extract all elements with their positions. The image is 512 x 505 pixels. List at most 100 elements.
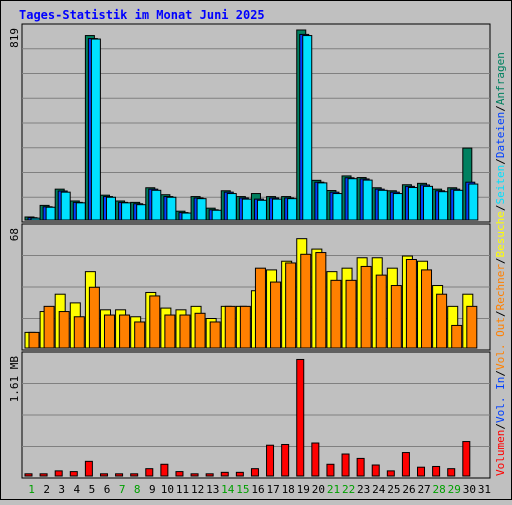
legend-item-seiten: Seiten bbox=[494, 165, 507, 205]
bar-volumen-day-26 bbox=[401, 452, 410, 477]
bar-volumen-day-3 bbox=[54, 470, 63, 477]
legend-item-besuche: Besuche bbox=[494, 211, 507, 257]
bar-seiten-day-5 bbox=[90, 38, 101, 221]
bar-seiten-day-2 bbox=[45, 206, 56, 221]
bar-volumen-day-23 bbox=[356, 457, 365, 477]
bar-rechner-day-16 bbox=[254, 267, 266, 349]
bar-rechner-day-22 bbox=[345, 279, 357, 349]
bar-rechner-day-11 bbox=[179, 314, 191, 349]
x-tick-label-17: 17 bbox=[266, 483, 279, 496]
bar-volumen-day-21 bbox=[326, 463, 335, 477]
bar-seiten-day-7 bbox=[121, 202, 132, 221]
bar-volumen-day-24 bbox=[371, 464, 380, 477]
bar-volumen-day-10 bbox=[160, 463, 169, 477]
x-tick-label-9: 9 bbox=[149, 483, 156, 496]
x-tick-label-1: 1 bbox=[28, 483, 35, 496]
bar-volumen-day-18 bbox=[281, 443, 290, 477]
legend-item-volumen: Volumen bbox=[494, 430, 507, 476]
x-tick-label-4: 4 bbox=[74, 483, 81, 496]
x-tick-label-29: 29 bbox=[448, 483, 461, 496]
bar-rechner-day-12 bbox=[194, 312, 206, 349]
bar-volumen-day-30 bbox=[462, 441, 471, 477]
legend: Volumen/Vol. In/Vol. Out/Rechner/Besuche… bbox=[494, 52, 507, 476]
x-tick-label-22: 22 bbox=[342, 483, 355, 496]
legend-item-vol-out: Vol. Out bbox=[494, 317, 507, 370]
bar-rechner-day-18 bbox=[285, 262, 297, 349]
bar-seiten-day-9 bbox=[151, 189, 162, 221]
x-tick-label-13: 13 bbox=[206, 483, 219, 496]
bar-seiten-day-17 bbox=[272, 198, 283, 221]
bar-seiten-day-15 bbox=[241, 198, 252, 221]
legend-separator: / bbox=[494, 423, 507, 430]
bar-volumen-day-19 bbox=[296, 358, 305, 477]
x-tick-label-10: 10 bbox=[161, 483, 174, 496]
legend-separator: / bbox=[494, 204, 507, 211]
panel-top: 819 bbox=[8, 23, 491, 223]
bar-volumen-day-7 bbox=[115, 473, 124, 477]
legend-separator: / bbox=[494, 105, 507, 112]
bar-rechner-day-17 bbox=[270, 281, 282, 349]
x-tick-label-6: 6 bbox=[104, 483, 111, 496]
bar-seiten-day-25 bbox=[392, 193, 403, 221]
panel-middle-scale-label: 68 bbox=[8, 228, 21, 241]
bar-volumen-day-9 bbox=[145, 468, 154, 477]
bar-rechner-day-30 bbox=[466, 305, 478, 349]
x-tick-label-18: 18 bbox=[282, 483, 295, 496]
bar-seiten-day-19 bbox=[302, 35, 313, 221]
bar-rechner-day-28 bbox=[436, 293, 448, 349]
bar-rechner-day-27 bbox=[421, 269, 433, 349]
panel-bottom: 1.61 MB bbox=[8, 351, 491, 479]
x-tick-label-19: 19 bbox=[297, 483, 310, 496]
bar-seiten-day-13 bbox=[211, 209, 222, 221]
bar-rechner-day-20 bbox=[315, 252, 327, 349]
x-tick-label-20: 20 bbox=[312, 483, 325, 496]
bar-volumen-day-20 bbox=[311, 442, 320, 477]
x-tick-label-8: 8 bbox=[134, 483, 141, 496]
bar-seiten-day-22 bbox=[347, 178, 358, 221]
bar-seiten-day-3 bbox=[60, 191, 71, 221]
bar-volumen-day-12 bbox=[190, 473, 199, 477]
x-tick-label-7: 7 bbox=[119, 483, 126, 496]
bar-rechner-day-29 bbox=[451, 324, 463, 349]
legend-item-dateien: Dateien bbox=[494, 112, 507, 158]
bar-volumen-day-25 bbox=[386, 470, 395, 477]
bar-rechner-day-19 bbox=[300, 253, 312, 349]
bar-seiten-day-30 bbox=[468, 183, 479, 221]
bar-volumen-day-13 bbox=[205, 473, 214, 477]
x-tick-label-26: 26 bbox=[402, 483, 415, 496]
bar-seiten-day-20 bbox=[317, 182, 328, 221]
bar-seiten-day-4 bbox=[75, 202, 86, 221]
bar-volumen-day-28 bbox=[432, 465, 441, 477]
bar-seiten-day-23 bbox=[362, 179, 373, 221]
x-tick-label-23: 23 bbox=[357, 483, 370, 496]
bar-volumen-day-8 bbox=[130, 473, 139, 477]
bar-volumen-day-27 bbox=[417, 466, 426, 477]
panel-middle: 68 bbox=[8, 223, 491, 351]
bar-rechner-day-3 bbox=[58, 311, 70, 349]
bar-rechner-day-5 bbox=[88, 286, 100, 349]
bar-rechner-day-2 bbox=[43, 305, 55, 349]
bar-seiten-day-29 bbox=[453, 189, 464, 221]
legend-separator: / bbox=[494, 257, 507, 264]
x-tick-label-28: 28 bbox=[433, 483, 446, 496]
x-tick-label-16: 16 bbox=[251, 483, 264, 496]
bar-volumen-day-15 bbox=[235, 471, 244, 477]
bar-seiten-day-11 bbox=[181, 212, 192, 221]
bar-rechner-day-8 bbox=[134, 321, 146, 349]
bar-rechner-day-15 bbox=[239, 305, 251, 349]
bar-rechner-day-10 bbox=[164, 314, 176, 349]
bar-seiten-day-14 bbox=[226, 193, 237, 221]
bar-volumen-day-14 bbox=[220, 471, 229, 477]
x-tick-label-21: 21 bbox=[327, 483, 340, 496]
legend-separator: / bbox=[494, 310, 507, 317]
bar-volumen-day-11 bbox=[175, 471, 184, 477]
x-tick-label-2: 2 bbox=[43, 483, 50, 496]
bar-rechner-day-24 bbox=[375, 274, 387, 349]
x-tick-label-31: 31 bbox=[478, 483, 491, 496]
bar-volumen-day-5 bbox=[84, 460, 93, 477]
bar-rechner-day-26 bbox=[405, 259, 417, 349]
bar-seiten-day-26 bbox=[407, 187, 418, 221]
x-tick-label-5: 5 bbox=[89, 483, 96, 496]
